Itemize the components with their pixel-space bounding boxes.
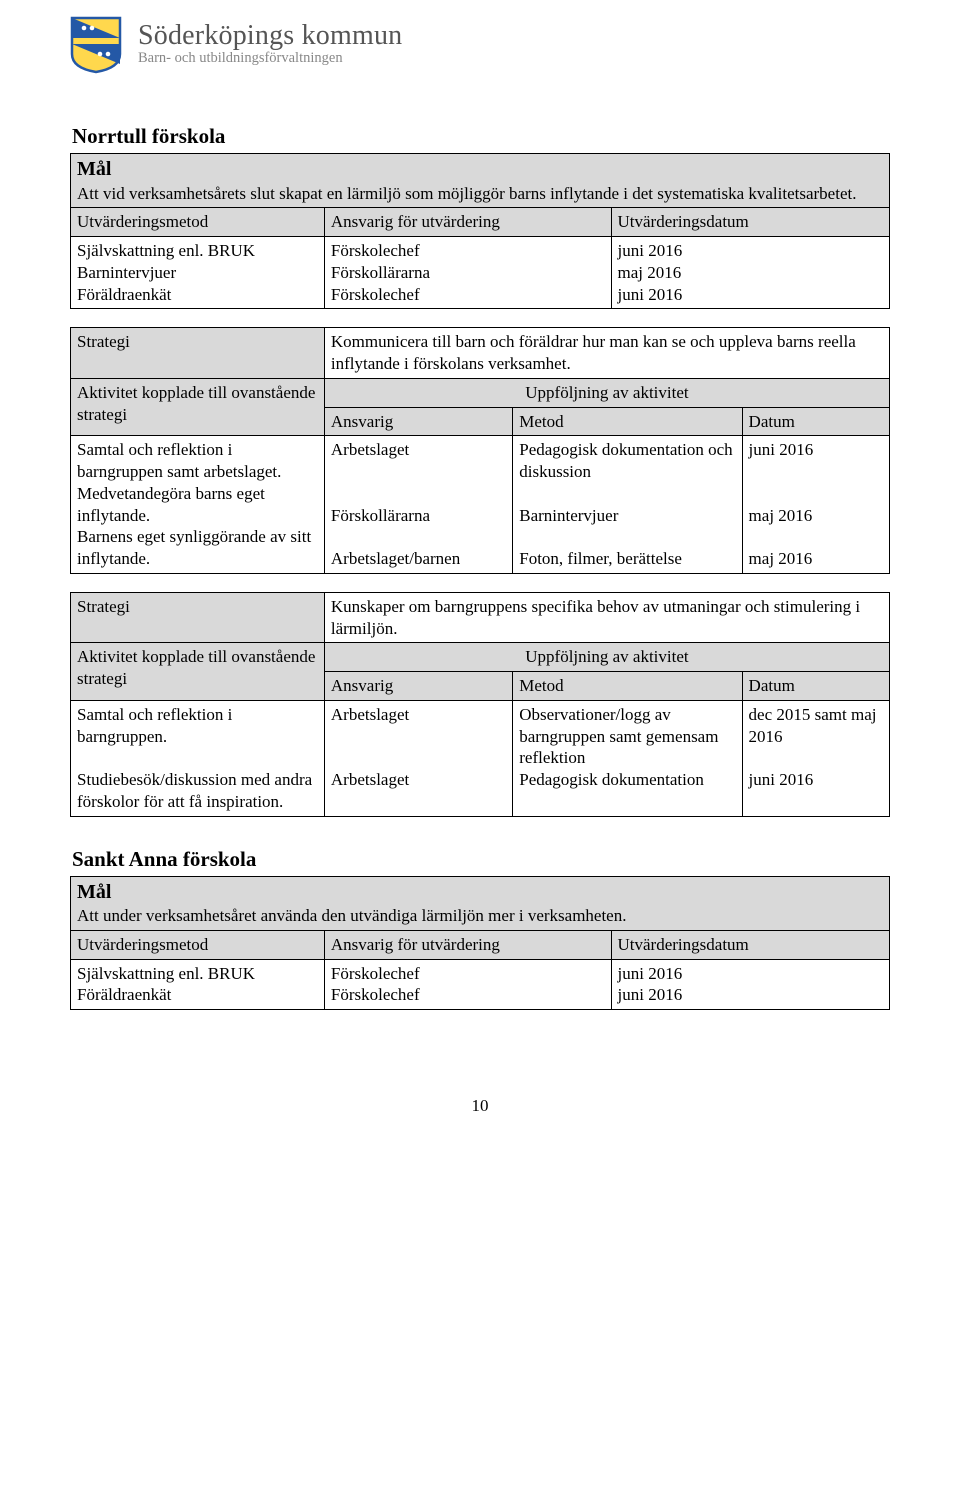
mal-text: Att vid verksamhetsårets slut skapat en … bbox=[77, 183, 883, 205]
letterhead: Söderköpings kommun Barn- och utbildning… bbox=[70, 16, 890, 74]
mal-label: Mål bbox=[77, 157, 883, 183]
eval-cell-method: Självskattning enl. BRUK Föräldraenkät bbox=[71, 959, 325, 1010]
eval-cell-date: juni 2016 juni 2016 bbox=[611, 959, 889, 1010]
col-datum: Datum bbox=[742, 407, 889, 436]
eval-hdr-date: Utvärderingsdatum bbox=[611, 930, 889, 959]
page-number: 10 bbox=[70, 1096, 890, 1116]
activity-label: Aktivitet kopplade till ovanstående stra… bbox=[71, 378, 325, 436]
section-title-norrtull: Norrtull förskola bbox=[72, 124, 890, 149]
cell-metod: Observationer/logg av barngruppen samt g… bbox=[513, 700, 742, 816]
eval-cell-date: juni 2016 maj 2016 juni 2016 bbox=[611, 237, 889, 309]
cell-datum: dec 2015 samt maj 2016 juni 2016 bbox=[742, 700, 889, 816]
org-sub: Barn- och utbildningsförvaltningen bbox=[138, 50, 402, 67]
cell-datum: juni 2016 maj 2016 maj 2016 bbox=[742, 436, 889, 574]
cell-ansvarig: Arbetslaget Arbetslaget bbox=[324, 700, 512, 816]
strategi-text: Kunskaper om barngruppens specifika beho… bbox=[324, 592, 889, 643]
org-name: Söderköpings kommun bbox=[138, 20, 402, 52]
mal-table-2: Mål Att under verksamhetsåret använda de… bbox=[70, 876, 890, 1011]
municipality-crest-icon bbox=[70, 16, 122, 74]
mal-text: Att under verksamhetsåret använda den ut… bbox=[77, 905, 883, 927]
uppfoljning-label: Uppföljning av aktivitet bbox=[324, 378, 889, 407]
eval-cell-method: Självskattning enl. BRUK Barnintervjuer … bbox=[71, 237, 325, 309]
cell-ansvarig: Arbetslaget Förskollärarna Arbetslaget/b… bbox=[324, 436, 512, 574]
eval-cell-resp: Förskolechef Förskollärarna Förskolechef bbox=[324, 237, 611, 309]
mal-table-1: Mål Att vid verksamhetsårets slut skapat… bbox=[70, 153, 890, 309]
activity-label: Aktivitet kopplade till ovanstående stra… bbox=[71, 643, 325, 701]
cell-activity: Samtal och reflektion i barngruppen. Stu… bbox=[71, 700, 325, 816]
strategi-table-2: Strategi Kunskaper om barngruppens speci… bbox=[70, 592, 890, 817]
strategi-text: Kommunicera till barn och föräldrar hur … bbox=[324, 328, 889, 379]
col-datum: Datum bbox=[742, 672, 889, 701]
cell-activity: Samtal och reflektion i barngruppen samt… bbox=[71, 436, 325, 574]
col-ansvarig: Ansvarig bbox=[324, 672, 512, 701]
mal-label: Mål bbox=[77, 880, 883, 906]
eval-hdr-date: Utvärderingsdatum bbox=[611, 208, 889, 237]
col-metod: Metod bbox=[513, 407, 742, 436]
section-title-sanktanna: Sankt Anna förskola bbox=[72, 847, 890, 872]
uppfoljning-label: Uppföljning av aktivitet bbox=[324, 643, 889, 672]
strategi-label: Strategi bbox=[71, 592, 325, 643]
col-ansvarig: Ansvarig bbox=[324, 407, 512, 436]
eval-hdr-method: Utvärderingsmetod bbox=[71, 208, 325, 237]
eval-hdr-method: Utvärderingsmetod bbox=[71, 930, 325, 959]
strategi-table-1: Strategi Kommunicera till barn och föräl… bbox=[70, 327, 890, 574]
cell-metod: Pedagogisk dokumentation och diskussion … bbox=[513, 436, 742, 574]
org-text-block: Söderköpings kommun Barn- och utbildning… bbox=[138, 16, 402, 67]
eval-cell-resp: Förskolechef Förskolechef bbox=[324, 959, 611, 1010]
col-metod: Metod bbox=[513, 672, 742, 701]
eval-hdr-resp: Ansvarig för utvärdering bbox=[324, 208, 611, 237]
strategi-label: Strategi bbox=[71, 328, 325, 379]
eval-hdr-resp: Ansvarig för utvärdering bbox=[324, 930, 611, 959]
